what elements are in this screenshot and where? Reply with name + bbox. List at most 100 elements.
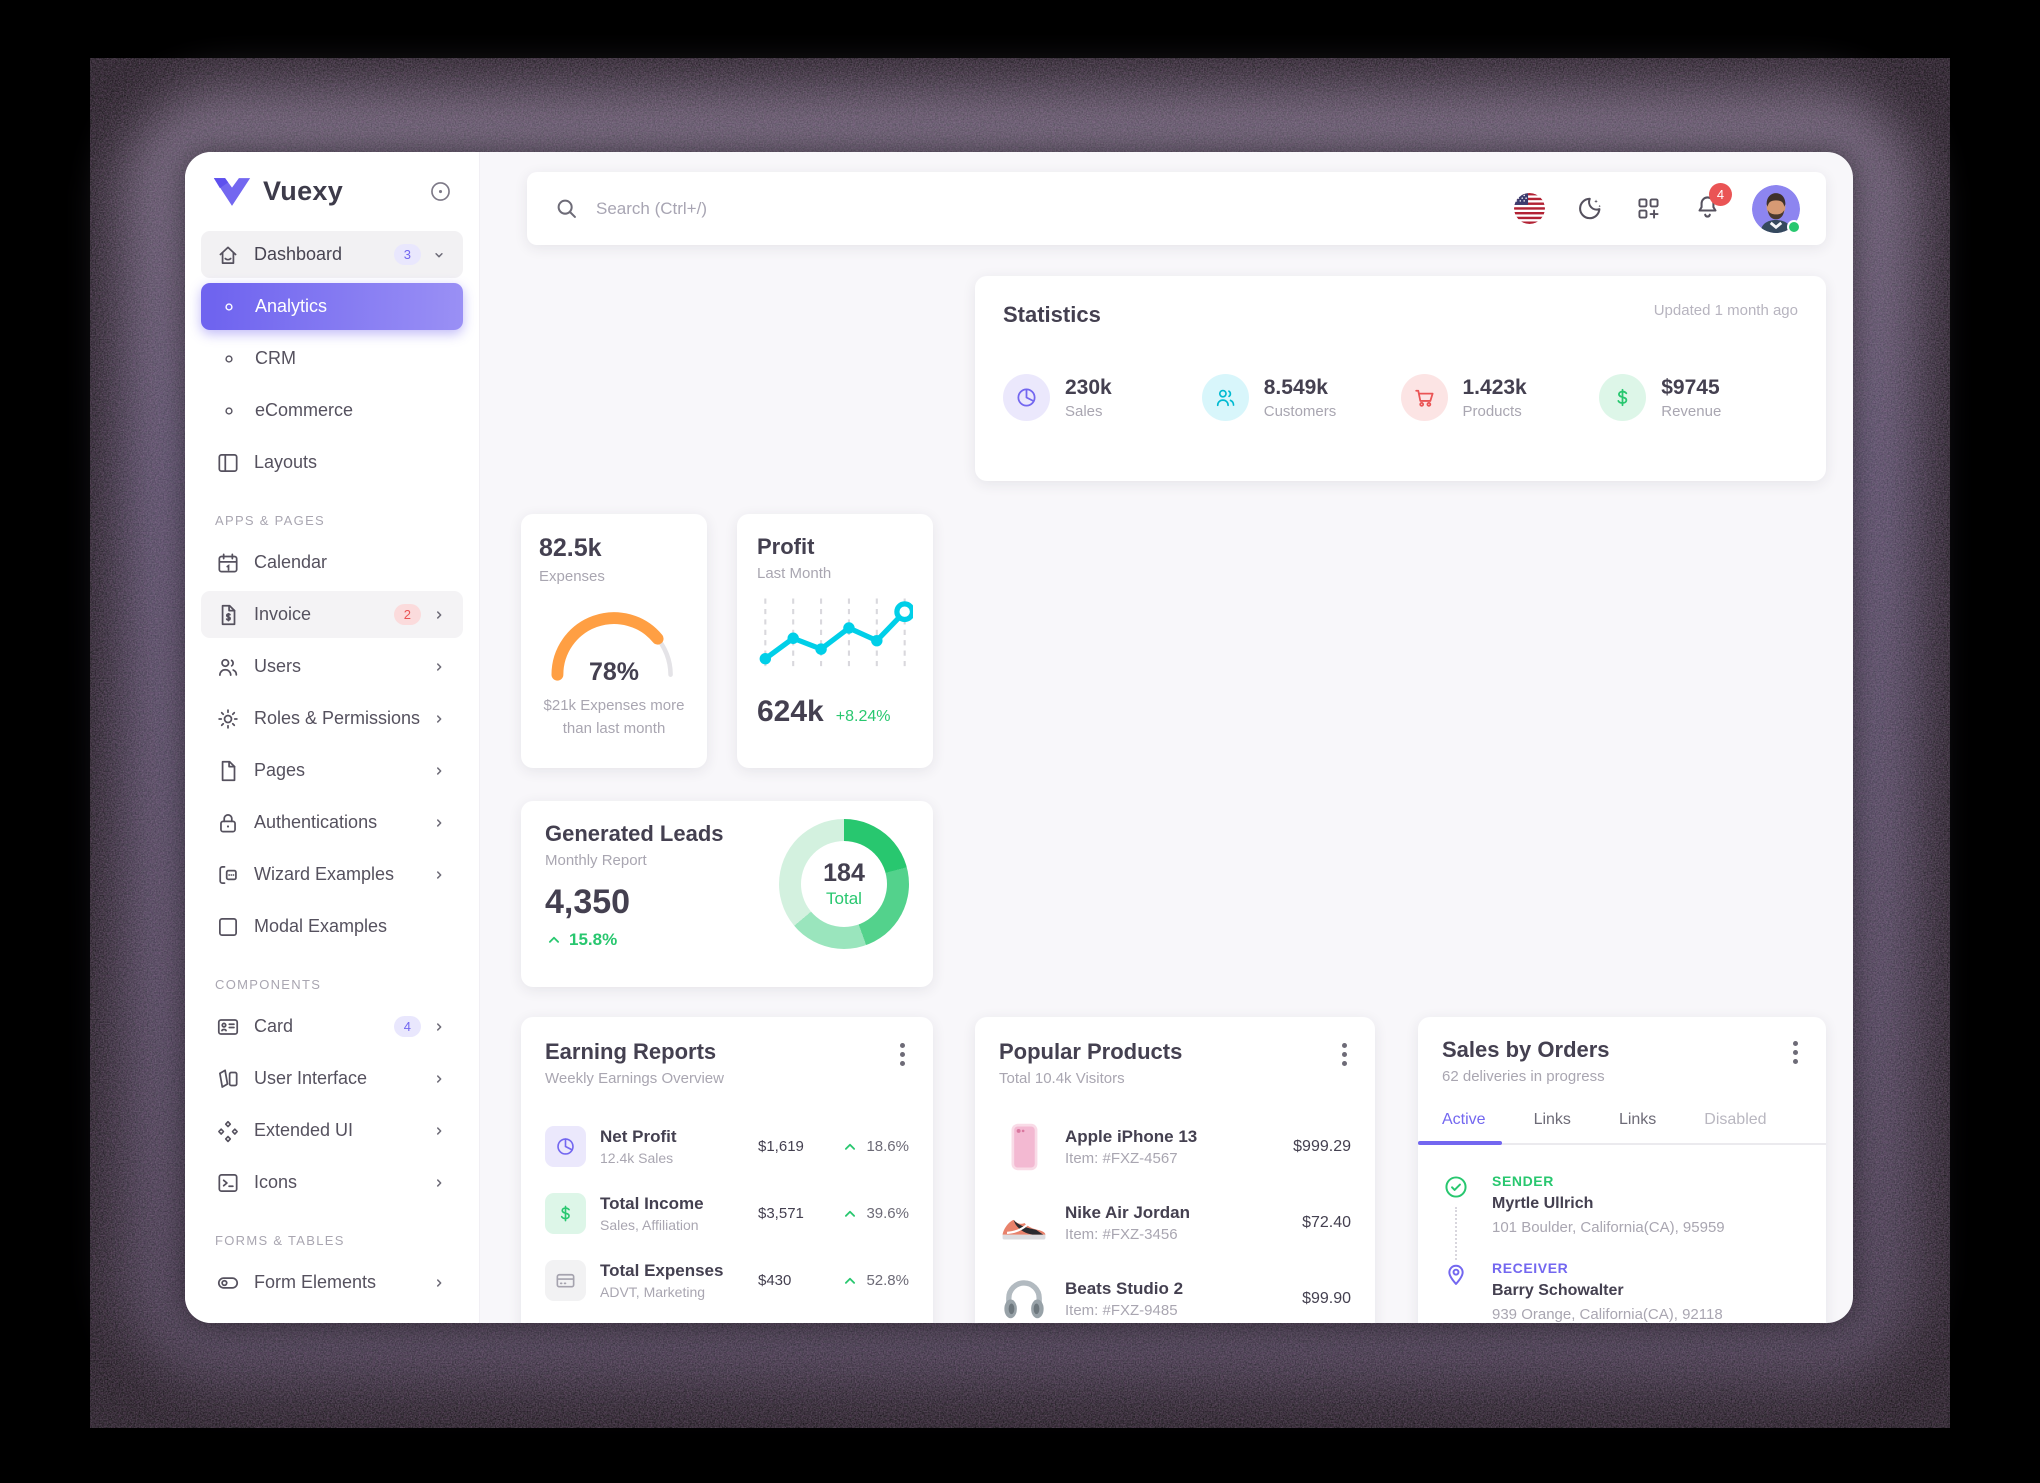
earning-row-total-expenses: Total Expenses ADVT, Marketing $430 52.8… bbox=[545, 1247, 909, 1314]
menu-pin-icon[interactable] bbox=[428, 179, 453, 204]
sidebar-item-users[interactable]: Users bbox=[201, 643, 463, 690]
earning-title: Earning Reports bbox=[545, 1039, 717, 1064]
expenses-card: 82.5k Expenses 78% $21k Expenses more th… bbox=[521, 514, 707, 768]
gear-icon bbox=[215, 706, 241, 732]
search-icon bbox=[553, 195, 580, 222]
sidebar-item-roles-permissions[interactable]: Roles & Permissions bbox=[201, 695, 463, 742]
product-row-nike: Nike Air Jordan Item: #FXZ-3456 $72.40 bbox=[999, 1185, 1351, 1261]
avatar-image bbox=[1752, 184, 1800, 233]
chevron-right-icon bbox=[429, 1121, 449, 1141]
leads-title: Generated Leads bbox=[545, 821, 724, 846]
donut-center-value: 184 bbox=[823, 859, 865, 887]
sidebar-item-dashboard[interactable]: Dashboard 3 bbox=[201, 231, 463, 278]
chevron-right-icon bbox=[429, 1173, 449, 1193]
file-icon bbox=[215, 758, 241, 784]
tab-links-2[interactable]: Links bbox=[1618, 1111, 1657, 1128]
sidebar-item-user-interface[interactable]: User Interface bbox=[201, 1055, 463, 1102]
statistics-title: Statistics bbox=[1003, 302, 1101, 327]
profit-card: Profit Last Month 624k +8.24% bbox=[737, 514, 933, 768]
kebab-menu-icon[interactable] bbox=[896, 1039, 909, 1070]
expenses-gauge-chart: 78% bbox=[541, 597, 687, 686]
section-apps-pages: APPS & PAGES bbox=[215, 513, 326, 528]
product-row-iphone: Apple iPhone 13 Item: #FXZ-4567 $999.29 bbox=[999, 1109, 1351, 1185]
orders-subtitle: 62 deliveries in progress bbox=[1442, 1068, 1605, 1085]
stat-sales: 230k Sales bbox=[1003, 374, 1202, 421]
search-bar[interactable] bbox=[553, 195, 1514, 222]
sidebar-item-wizard-examples[interactable]: Wizard Examples bbox=[201, 851, 463, 898]
bullet-icon bbox=[222, 352, 236, 366]
product-row-beats: Beats Studio 2 Item: #FXZ-9485 $99.90 bbox=[999, 1261, 1351, 1323]
user-avatar[interactable] bbox=[1752, 184, 1801, 234]
bullet-icon bbox=[222, 300, 236, 314]
layout-icon bbox=[215, 450, 241, 476]
leads-donut-chart: 184 Total bbox=[779, 819, 909, 949]
us-flag bbox=[1514, 193, 1545, 224]
tab-disabled: Disabled bbox=[1704, 1111, 1767, 1128]
sidebar-item-icons[interactable]: Icons bbox=[201, 1159, 463, 1206]
stat-revenue: $9745 Revenue bbox=[1599, 374, 1798, 421]
tab-links-1[interactable]: Links bbox=[1533, 1111, 1571, 1128]
sidebar-item-authentications[interactable]: Authentications bbox=[201, 799, 463, 846]
profit-title: Profit bbox=[757, 534, 815, 559]
caret-up-icon bbox=[841, 1138, 859, 1156]
search-input[interactable] bbox=[596, 198, 1096, 219]
sidebar-item-analytics[interactable]: Analytics bbox=[201, 283, 463, 330]
sidebar-item-calendar[interactable]: Calendar bbox=[201, 539, 463, 586]
users-icon bbox=[1213, 385, 1238, 410]
stat-products: 1.423k Products bbox=[1400, 374, 1600, 421]
chevron-right-icon bbox=[429, 865, 449, 885]
timeline-sender: SENDER Myrtle Ullrich 101 Boulder, Calif… bbox=[1442, 1173, 1802, 1260]
sidebar-item-form-elements[interactable]: Form Elements bbox=[201, 1259, 463, 1306]
stat-customers: 8.549k Customers bbox=[1201, 374, 1401, 421]
topbar: 4 bbox=[527, 172, 1826, 245]
wizard-icon bbox=[215, 862, 241, 888]
products-subtitle: Total 10.4k Visitors bbox=[999, 1070, 1125, 1087]
sidebar-item-crm[interactable]: CRM bbox=[201, 335, 463, 382]
orders-title: Sales by Orders bbox=[1442, 1037, 1610, 1062]
profit-value: 624k bbox=[757, 695, 824, 728]
dark-mode-moon-icon[interactable] bbox=[1575, 194, 1604, 223]
orders-tabs: Active Links Links Disabled bbox=[1418, 1101, 1826, 1145]
chart-pie-icon bbox=[554, 1135, 577, 1158]
topbar-actions: 4 bbox=[1514, 182, 1801, 234]
app-title: Vuexy bbox=[263, 176, 344, 206]
chevron-right-icon bbox=[429, 605, 449, 625]
delivery-timeline: SENDER Myrtle Ullrich 101 Boulder, Calif… bbox=[1442, 1173, 1802, 1323]
cart-icon bbox=[1412, 385, 1437, 410]
sidebar-item-card[interactable]: Card 4 bbox=[201, 1003, 463, 1050]
donut-center-label: Total bbox=[826, 889, 862, 908]
sidebar-item-layouts[interactable]: Layouts bbox=[201, 439, 463, 486]
generated-leads-card: Generated Leads Monthly Report 4,350 15.… bbox=[521, 801, 933, 987]
sidebar-item-extended-ui[interactable]: Extended UI bbox=[201, 1107, 463, 1154]
section-components: COMPONENTS bbox=[215, 977, 322, 992]
invoice-badge: 2 bbox=[393, 604, 421, 625]
toggle-icon bbox=[215, 1270, 241, 1296]
notifications-button[interactable]: 4 bbox=[1693, 182, 1732, 226]
sidebar-menu: Dashboard 3 Analytics CRM eCommerce bbox=[185, 217, 479, 1323]
online-status-dot bbox=[1787, 219, 1801, 234]
chevron-right-icon bbox=[429, 709, 449, 729]
kebab-menu-icon[interactable] bbox=[1789, 1037, 1802, 1068]
chevron-right-icon bbox=[429, 1017, 449, 1037]
sidebar-item-pages[interactable]: Pages bbox=[201, 747, 463, 794]
sidebar-item-ecommerce[interactable]: eCommerce bbox=[201, 387, 463, 434]
square-icon bbox=[215, 914, 241, 940]
shortcuts-grid-icon[interactable] bbox=[1634, 194, 1663, 223]
form-layout-icon bbox=[215, 1322, 241, 1324]
language-flag-icon[interactable] bbox=[1514, 193, 1545, 224]
statistics-updated: Updated 1 month ago bbox=[1653, 302, 1798, 319]
vuexy-logo-icon bbox=[213, 177, 251, 206]
sidebar-item-invoice[interactable]: Invoice 2 bbox=[201, 591, 463, 638]
calendar-icon bbox=[215, 550, 241, 576]
sneaker-image bbox=[999, 1198, 1049, 1248]
chevron-right-icon bbox=[429, 1273, 449, 1293]
sidebar-item-form-layouts[interactable]: Form Layouts bbox=[201, 1311, 463, 1323]
tab-active[interactable]: Active bbox=[1418, 1101, 1502, 1145]
earning-subtitle: Weekly Earnings Overview bbox=[545, 1070, 724, 1087]
card-badge: 4 bbox=[393, 1016, 421, 1037]
kebab-menu-icon[interactable] bbox=[1338, 1039, 1351, 1070]
section-forms-tables: FORMS & TABLES bbox=[215, 1233, 345, 1248]
notification-badge: 4 bbox=[1709, 182, 1732, 206]
sidebar-item-modal-examples[interactable]: Modal Examples bbox=[201, 903, 463, 950]
